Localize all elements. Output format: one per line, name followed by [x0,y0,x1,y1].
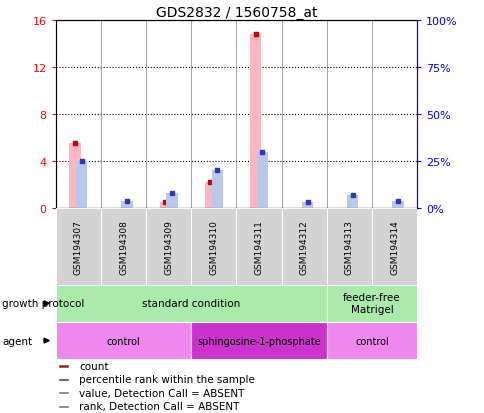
Bar [146,209,191,285]
Text: GSM194314: GSM194314 [389,219,398,274]
Text: value, Detection Call = ABSENT: value, Detection Call = ABSENT [79,388,244,398]
Bar [392,201,403,209]
Bar [326,285,416,322]
Bar [56,322,191,359]
Bar [121,201,132,209]
Text: rank, Detection Call = ABSENT: rank, Detection Call = ABSENT [79,401,239,411]
Text: GSM194311: GSM194311 [254,219,263,274]
Text: GSM194310: GSM194310 [209,219,218,274]
Bar [59,366,67,367]
Text: GSM194307: GSM194307 [74,219,83,274]
Bar [69,144,80,209]
Bar [371,209,416,285]
Bar [191,209,236,285]
Bar [101,209,146,285]
Bar [59,379,67,380]
Text: growth protocol: growth protocol [2,299,85,309]
Text: control: control [354,336,388,346]
Text: sphingosine-1-phosphate: sphingosine-1-phosphate [197,336,320,346]
Bar [256,152,268,209]
Text: GSM194313: GSM194313 [344,219,353,274]
Bar [191,322,326,359]
Text: count: count [79,361,108,371]
Bar [59,406,67,407]
Text: GSM194312: GSM194312 [299,219,308,274]
Bar [326,322,416,359]
Bar [204,183,216,209]
Bar [56,285,326,322]
Bar [302,203,313,209]
Bar [59,392,67,394]
Title: GDS2832 / 1560758_at: GDS2832 / 1560758_at [155,6,317,20]
Bar [347,195,358,209]
Text: standard condition: standard condition [142,299,240,309]
Bar [236,209,281,285]
Text: agent: agent [2,336,32,346]
Text: control: control [106,336,140,346]
Bar [326,209,371,285]
Bar [76,161,87,209]
Text: percentile rank within the sample: percentile rank within the sample [79,375,255,385]
Text: feeder-free
Matrigel: feeder-free Matrigel [342,293,400,314]
Bar [159,202,170,209]
Text: GSM194309: GSM194309 [164,219,173,274]
Bar [249,35,261,209]
Bar [166,194,177,209]
Bar [56,209,101,285]
Bar [211,171,223,209]
Bar [281,209,326,285]
Text: GSM194308: GSM194308 [119,219,128,274]
